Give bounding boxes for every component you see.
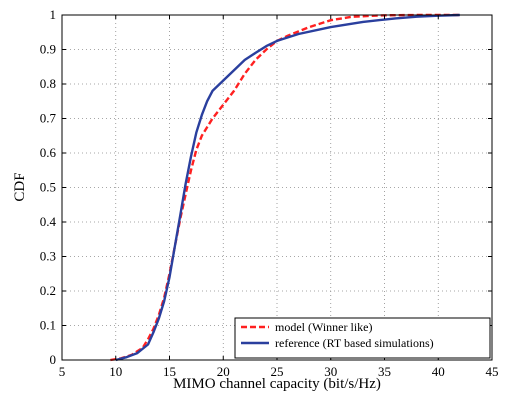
x-tick-label: 30 <box>324 364 337 379</box>
legend: model (Winner like) reference (RT based s… <box>234 317 491 359</box>
y-tick-label: 0.2 <box>40 283 56 298</box>
y-tick-label: 0.9 <box>40 42 56 57</box>
y-tick-label: 0.1 <box>40 318 56 333</box>
y-tick-label: 0.8 <box>40 76 56 91</box>
grid <box>62 15 492 360</box>
y-axis-title: CDF <box>12 172 28 201</box>
x-tick-label: 20 <box>217 364 230 379</box>
series-line-reference <box>115 13 460 362</box>
x-tick-label: 15 <box>163 364 176 379</box>
y-tick-label: 0 <box>50 352 57 367</box>
x-tick-label: 40 <box>432 364 445 379</box>
y-tick-label: 0.6 <box>40 145 57 160</box>
x-tick-label: 35 <box>378 364 391 379</box>
y-tick-label: 0.5 <box>40 180 56 195</box>
x-tick-label: 10 <box>109 364 122 379</box>
x-tick-label: 45 <box>486 364 499 379</box>
x-tick-label: 5 <box>59 364 66 379</box>
axes-ticks: 5 10 15 20 25 30 35 40 45 0 0.1 0.2 0.3 0.4 0.5 0.6 0.7 0… <box>40 7 499 379</box>
x-axis-title: MIMO channel capacity (bit/s/Hz) <box>173 376 381 392</box>
y-tick-label: 1 <box>50 7 57 22</box>
x-tick-label: 25 <box>271 364 284 379</box>
y-tick-label: 0.7 <box>40 111 57 126</box>
legend-label: model (Winner like) <box>275 320 372 334</box>
y-tick-label: 0.3 <box>40 249 56 264</box>
legend-label: reference (RT based simulations) <box>275 336 434 350</box>
y-tick-label: 0.4 <box>40 214 57 229</box>
series-layer <box>110 13 460 362</box>
series-line-model <box>110 13 460 362</box>
legend-box <box>234 317 491 359</box>
